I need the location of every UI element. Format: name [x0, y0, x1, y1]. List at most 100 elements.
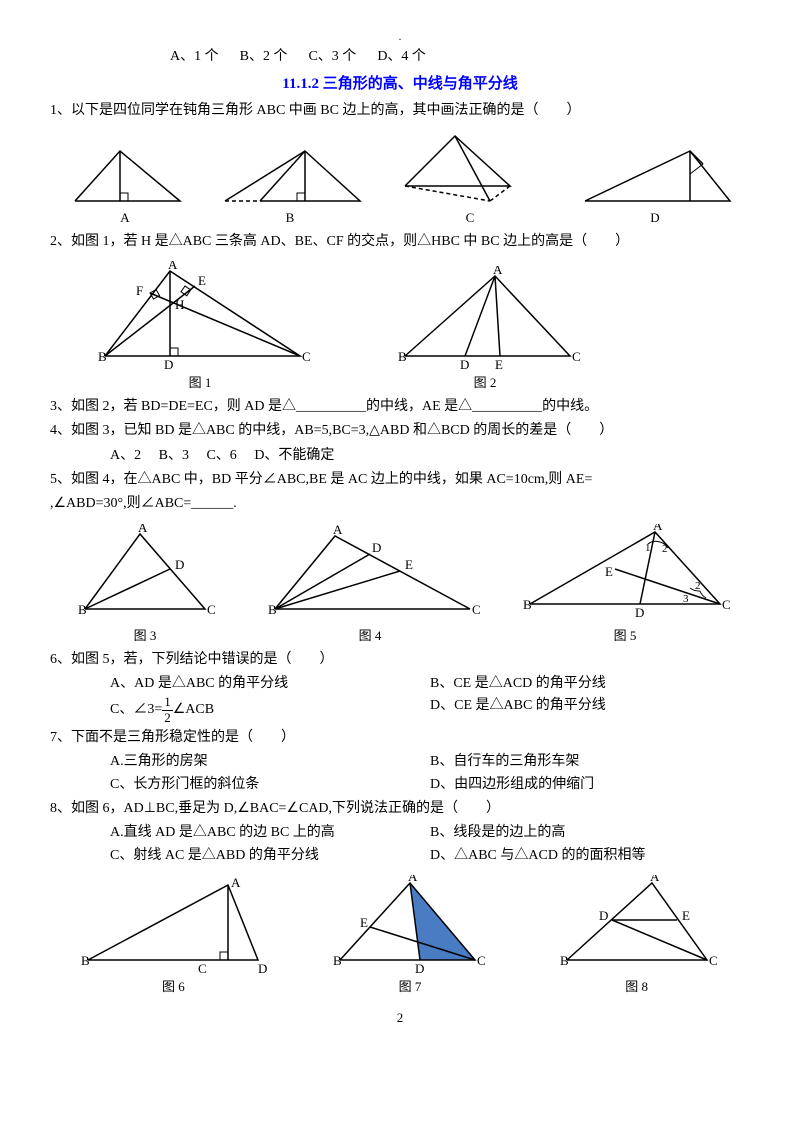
svg-text:A: A: [138, 524, 148, 535]
svg-text:C: C: [572, 349, 580, 364]
svg-text:2: 2: [695, 580, 701, 592]
svg-text:B: B: [98, 349, 107, 364]
top-options: A、1 个 B、2 个 C、3 个 D、4 个: [50, 46, 750, 68]
q1-text: 1、以下是四位同学在钝角三角形 ABC 中画 BC 边上的高，其中画法正确的是（…: [50, 100, 750, 122]
q8-fig6: A B C D: [78, 875, 268, 975]
svg-text:C: C: [472, 602, 480, 617]
q6-opt-c: C、∠3=12∠ACB: [110, 695, 430, 725]
q5-fig4-label: 图 4: [260, 626, 480, 647]
section-title: 11.1.2 三角形的高、中线与角平分线: [50, 72, 750, 96]
q8-figures: A B C D 图 6 A B C D E 图 7 A B C D: [50, 875, 750, 998]
q6-text: 6、如图 5，若，下列结论中错误的是（ ）: [50, 649, 750, 671]
q8-fig8: A B C D E: [552, 875, 722, 975]
q1-fig-d: [575, 146, 735, 206]
q1-label-b: B: [215, 208, 365, 229]
svg-text:D: D: [175, 557, 184, 572]
q6-opt-a: A、AD 是△ABC 的角平分线: [110, 673, 430, 695]
svg-text:D: D: [460, 357, 469, 371]
svg-text:A: A: [653, 524, 663, 533]
q3-text: 3、如图 2，若 BD=DE=EC，则 AD 是△__________的中线，A…: [50, 396, 750, 418]
q2-text: 2、如图 1，若 H 是△ABC 三条高 AD、BE、CF 的交点，则△HBC …: [50, 231, 750, 253]
q5-fig4: A B C D E: [260, 524, 480, 624]
svg-text:A: A: [650, 875, 660, 884]
q4-text: 4、如图 3，已知 BD 是△ABC 的中线，AB=5,BC=3,△ABD 和△…: [50, 420, 750, 442]
svg-text:1: 1: [645, 542, 651, 554]
q4-opt-a: A、2: [110, 448, 141, 463]
opt-a: A、1 个: [170, 49, 219, 64]
svg-text:B: B: [78, 602, 87, 617]
svg-text:B: B: [560, 953, 569, 968]
q5-fig3-label: 图 3: [70, 626, 220, 647]
svg-text:C: C: [207, 602, 216, 617]
svg-text:A: A: [333, 524, 343, 537]
svg-text:D: D: [164, 357, 173, 371]
svg-text:D: D: [599, 908, 608, 923]
top-marker: .: [50, 30, 750, 46]
svg-text:3: 3: [683, 593, 689, 605]
q1-label-d: D: [575, 208, 735, 229]
q7-options: A.三角形的房架 B、自行车的三角形车架 C、长方形门框的斜位条 D、由四边形组…: [50, 751, 750, 796]
svg-text:C: C: [709, 953, 718, 968]
svg-text:A: A: [493, 266, 503, 277]
q4-options: A、2 B、3 C、6 D、不能确定: [50, 445, 750, 467]
q7-opt-a: A.三角形的房架: [110, 751, 430, 773]
svg-text:B: B: [81, 953, 90, 968]
q5-figures: A B C D 图 3 A B C D E 图 4 A B: [50, 524, 750, 647]
q5-fig5: A B C D E 1 2 2 3: [520, 524, 730, 624]
q7-text: 7、下面不是三角形稳定性的是（ ）: [50, 727, 750, 749]
svg-text:D: D: [635, 605, 644, 620]
svg-text:F: F: [136, 283, 143, 298]
q7-opt-d: D、由四边形组成的伸缩门: [430, 774, 750, 796]
q4-opt-c: C、6: [206, 448, 236, 463]
svg-text:B: B: [523, 597, 532, 612]
q1-label-c: C: [395, 208, 545, 229]
q2-fig2-label: 图 2: [390, 373, 580, 394]
q8-fig8-label: 图 8: [552, 977, 722, 998]
opt-c: C、3 个: [308, 49, 356, 64]
svg-text:E: E: [360, 915, 368, 930]
opt-b: B、2 个: [240, 49, 288, 64]
q1-fig-a: [65, 146, 185, 206]
svg-text:B: B: [268, 602, 277, 617]
svg-text:D: D: [372, 540, 381, 555]
q5-fig5-label: 图 5: [520, 626, 730, 647]
q7-opt-b: B、自行车的三角形车架: [430, 751, 750, 773]
q2-fig1-label: 图 1: [90, 373, 310, 394]
q1-label-a: A: [65, 208, 185, 229]
svg-text:E: E: [198, 273, 206, 288]
svg-text:A: A: [168, 261, 178, 272]
q8-opt-c: C、射线 AC 是△ABD 的角平分线: [110, 845, 430, 867]
svg-text:B: B: [398, 349, 407, 364]
q8-fig7-label: 图 7: [325, 977, 495, 998]
svg-text:C: C: [198, 961, 207, 975]
q5-line1: 5、如图 4，在△ABC 中，BD 平分∠ABC,BE 是 AC 边上的中线，如…: [50, 469, 750, 491]
svg-text:D: D: [258, 961, 267, 975]
q2-fig1: A B C D E F H: [90, 261, 310, 371]
page-number: 2: [50, 1008, 750, 1029]
svg-text:A: A: [408, 875, 418, 884]
q6-options: A、AD 是△ABC 的角平分线 B、CE 是△ACD 的角平分线 C、∠3=1…: [50, 673, 750, 725]
svg-text:E: E: [682, 908, 690, 923]
q2-figures: A B C D E F H 图 1 A B C D E 图 2: [50, 261, 750, 394]
q8-text: 8、如图 6，AD⊥BC,垂足为 D,∠BAC=∠CAD,下列说法正确的是（ ）: [50, 798, 750, 820]
q4-opt-b: B、3: [159, 448, 189, 463]
q2-fig2: A B C D E: [390, 266, 580, 371]
svg-text:2: 2: [662, 543, 668, 555]
svg-text:E: E: [495, 357, 503, 371]
svg-text:C: C: [302, 349, 310, 364]
svg-text:C: C: [477, 953, 486, 968]
q1-fig-c: [395, 131, 545, 206]
q8-opt-b: B、线段是的边上的高: [430, 822, 750, 844]
opt-d: D、4 个: [377, 49, 426, 64]
q7-opt-c: C、长方形门框的斜位条: [110, 774, 430, 796]
q8-options: A.直线 AD 是△ABC 的边 BC 上的高 B、线段是的边上的高 C、射线 …: [50, 822, 750, 867]
svg-text:E: E: [605, 564, 613, 579]
svg-text:H: H: [175, 297, 184, 312]
q5-fig3: A B C D: [70, 524, 220, 624]
svg-text:D: D: [415, 961, 424, 975]
q4-opt-d: D、不能确定: [254, 448, 334, 463]
svg-text:C: C: [722, 597, 730, 612]
svg-text:E: E: [405, 557, 413, 572]
q5-line2: ,∠ABD=30°,则∠ABC=______.: [50, 493, 750, 515]
q8-fig7: A B C D E: [325, 875, 495, 975]
